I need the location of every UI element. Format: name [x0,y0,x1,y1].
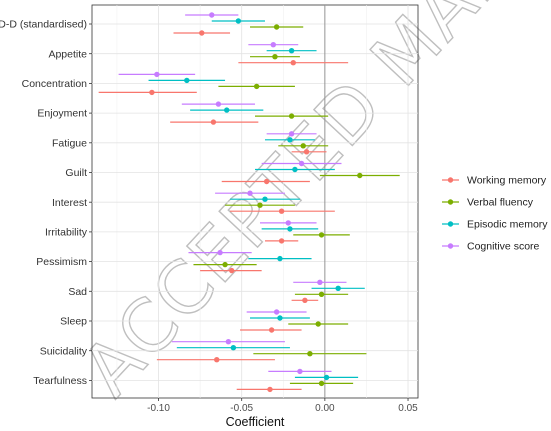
legend-item-episodic-memory: Episodic memory [442,219,548,231]
y-tick-label: Irritability [45,227,88,239]
episodic-memory-point [262,196,268,202]
working-memory-point [268,327,275,333]
legend: Working memory Verbal fluency Episodic mem… [442,175,548,253]
y-tick-label: Sleep [60,316,87,328]
x-tick-label: -0.10 [147,403,170,414]
verbal-fluency-point [357,172,363,179]
episodic-memory-point [323,374,330,381]
episodic-memory-point [224,107,230,113]
y-tick-label: Enjoyment [37,108,87,120]
episodic-memory-point [292,166,298,173]
verbal-fluency-point [318,380,325,387]
y-tick-label: Interest [52,197,87,209]
x-axis-label: Coefficient [226,415,285,429]
working-memory-point [149,89,155,96]
y-axis: D-D (standardised) Appetite Concentration E… [0,19,92,387]
episodic-memory-point [287,226,293,232]
working-memory-point [303,149,310,155]
y-tick-label: Sad [68,286,87,298]
cognitive-score-point [297,368,303,375]
working-memory-point [229,267,235,274]
cognitive-score-point [247,190,253,196]
verbal-fluency-point [273,24,280,30]
verbal-fluency-point [307,351,313,357]
legend-key-point [447,199,454,205]
verbal-fluency-point [222,261,228,268]
episodic-memory-point [277,315,283,321]
cognitive-score-point [273,309,280,315]
x-tick-label: 0.05 [398,403,418,414]
verbal-fluency-point [318,291,325,297]
working-memory-point [263,178,270,185]
cognitive-score-point [215,101,222,107]
x-tick-label: -0.05 [230,403,253,414]
legend-item-working-memory: Working memory [442,175,547,187]
cognitive-score-point [209,12,215,18]
cognitive-score-point [317,279,323,285]
working-memory-point [278,238,285,244]
verbal-fluency-point [253,83,260,90]
legend-label: Verbal fluency [467,197,534,209]
legend-key-point [447,177,454,183]
cognitive-score-point [270,42,276,48]
working-memory-point [267,386,273,393]
cognitive-score-point [288,131,295,137]
episodic-memory-point [235,18,242,24]
y-tick-label: Pessimism [36,256,87,268]
y-tick-label: Guilt [65,167,87,179]
y-tick-label: Fatigue [52,137,87,149]
cognitive-score-point [225,339,232,345]
working-memory-point [210,119,217,125]
legend-item-verbal-fluency: Verbal fluency [442,197,534,209]
cognitive-score-point [285,220,291,226]
working-memory-point [278,208,285,214]
legend-key-point [447,221,454,227]
episodic-memory-point [288,48,295,54]
legend-label: Working memory [467,175,547,187]
y-tick-label: D-D (standardised) [0,19,87,31]
x-tick-label: 0.00 [315,403,335,414]
x-axis: -0.10 -0.05 0.00 0.05 [147,398,418,414]
cognitive-score-point [154,71,160,78]
y-tick-label: Concentration [22,78,88,90]
y-tick-label: Appetite [48,48,87,60]
verbal-fluency-point [288,113,295,119]
verbal-fluency-point [272,54,278,60]
verbal-fluency-point [318,232,325,238]
episodic-memory-point [277,255,283,262]
legend-item-cognitive-score: Cognitive score [442,241,540,253]
working-memory-point [302,297,308,303]
cognitive-score-point [217,249,223,256]
episodic-memory-point [335,285,341,291]
episodic-memory-point [230,345,237,351]
working-memory-point [290,60,296,66]
episodic-memory-point [287,137,293,143]
legend-key-point [447,243,454,249]
episodic-memory-point [184,77,190,84]
y-tick-label: Suicidality [40,345,88,357]
legend-label: Cognitive score [467,241,540,253]
working-memory-point [214,357,220,363]
cognitive-score-point [298,160,305,167]
verbal-fluency-point [257,202,263,208]
plot-panel [91,4,419,399]
data-marks [98,12,400,393]
y-tick-label: Tearfulness [33,375,87,387]
working-memory-point [199,30,205,36]
verbal-fluency-point [315,321,321,327]
legend-label: Episodic memory [467,219,548,231]
verbal-fluency-point [300,143,306,149]
